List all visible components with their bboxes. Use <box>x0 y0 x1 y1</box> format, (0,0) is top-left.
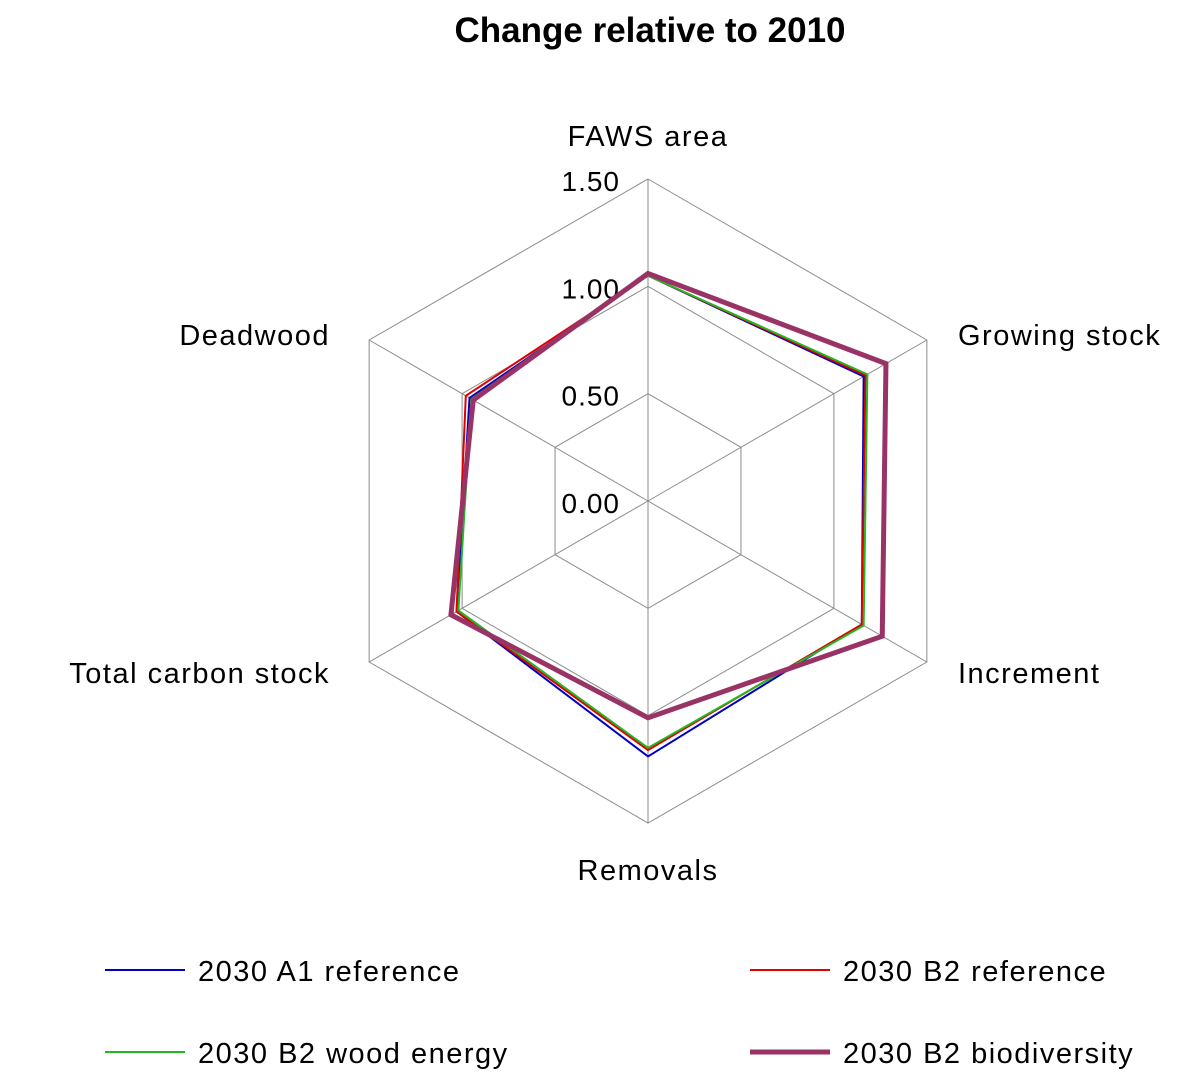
legend-label: 2030 B2 reference <box>843 956 1107 988</box>
series <box>448 270 889 758</box>
legend-label: 2030 B2 wood energy <box>198 1038 509 1070</box>
tick-label: 0.50 <box>562 381 621 412</box>
series-line <box>455 274 865 758</box>
grid-spoke <box>368 500 649 663</box>
tick-labels: 0.000.501.001.50 <box>562 166 621 519</box>
grid-spoke <box>368 339 649 502</box>
axis-label: Growing stock <box>958 320 1161 352</box>
legend-label: 2030 B2 biodiversity <box>843 1038 1134 1070</box>
axis-label: FAWS area <box>568 121 729 153</box>
legend-label: 2030 A1 reference <box>198 956 461 988</box>
axis-label: Removals <box>578 855 719 887</box>
grid <box>368 178 928 824</box>
axis-labels: FAWS area Growing stock Increment Removals T… <box>69 121 1161 887</box>
axis-label: Total carbon stock <box>69 658 330 690</box>
tick-label: 0.00 <box>562 488 621 519</box>
series-line <box>455 274 867 752</box>
axis-label: Deadwood <box>179 320 330 352</box>
series-line <box>448 270 889 721</box>
axis-label: Increment <box>958 658 1100 690</box>
series-line <box>457 274 869 750</box>
grid-spoke <box>647 339 928 502</box>
chart-title: Change relative to 2010 <box>455 11 846 50</box>
tick-label: 1.50 <box>562 166 621 197</box>
legend: 2030 A1 reference 2030 B2 reference 2030 B… <box>105 956 1134 1070</box>
